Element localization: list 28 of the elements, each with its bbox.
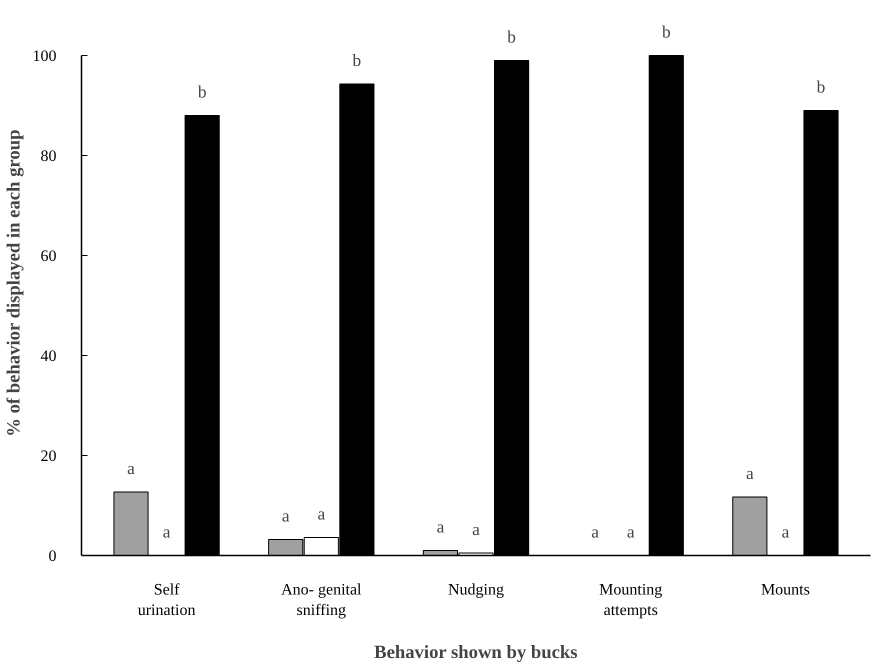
annotation: a [782,522,790,542]
annotation: a [591,522,600,542]
text: b [662,22,671,42]
x-tick-label: Mounting attempts [599,582,662,619]
annotation: a [626,522,635,542]
text: b [507,28,516,46]
y-tick-label: 80 [40,148,56,165]
x-tick-label: Nudging [448,582,504,598]
annotation: a [162,522,171,542]
y-axis-title: % of behavior displayed in each group [4,130,24,437]
annotation: b [352,51,362,70]
x-axis-title: Behavior shown by bucks [374,642,578,663]
y-tick-label: 100 [32,48,56,65]
annotation: a [282,506,290,526]
annotation: a [472,520,480,539]
y-tick-label: 60 [40,248,56,265]
annotation: a [127,459,136,478]
annotation: b [198,82,207,102]
annotation: a [317,504,326,524]
y-tick-label: 40 [40,348,56,365]
x-tick-label: Mounts [760,582,810,598]
annotation: b [816,78,826,96]
y-tick-label: 20 [40,448,56,465]
annotation: a [436,518,445,536]
x-tick-label: Ano- genital sniffing [281,582,362,619]
annotation: a [746,464,754,483]
y-tick-label: 0 [48,548,56,565]
x-tick-label: Self urination [138,582,196,619]
